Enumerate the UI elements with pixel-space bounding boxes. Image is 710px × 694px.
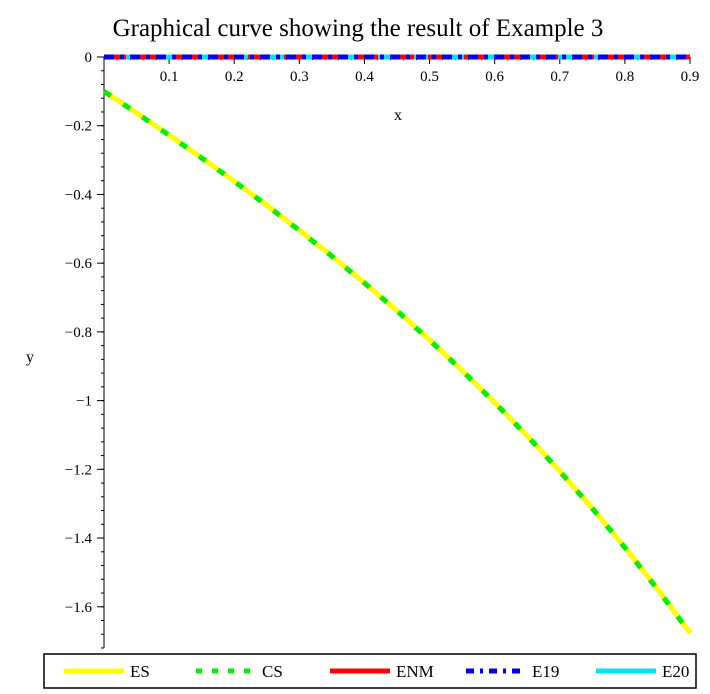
y-tick-label: −0.2 (65, 119, 92, 135)
y-tick-label: −0.4 (65, 187, 93, 203)
legend-label-e19: E19 (532, 662, 559, 681)
axes: 0.1 0.2 0.3 0.4 0.5 0.6 0.7 0.8 0.9 0 −0.2 −0.4 −0.6… (65, 50, 700, 649)
x-tick-label: 0.8 (616, 69, 635, 85)
x-tick-label: 0.1 (160, 69, 179, 85)
y-tick-label: −1.6 (65, 600, 93, 616)
y-tick-label: −1 (76, 394, 92, 410)
series-line-cs (102, 89, 693, 635)
legend-label-e20: E20 (662, 662, 689, 681)
x-tick-label: 0.9 (681, 69, 700, 85)
x-tick-label: 0.5 (420, 69, 439, 85)
y-tick-label: −0.8 (65, 325, 92, 341)
legend: ES CS ENM E19 E20 (43, 653, 697, 689)
x-tick-label: 0.4 (355, 69, 374, 85)
y-tick-label: −1.4 (65, 531, 93, 547)
y-tick-label: 0 (85, 50, 93, 66)
plot-series (102, 54, 693, 635)
legend-label-es: ES (130, 662, 150, 681)
x-tick-label: 0.6 (485, 69, 504, 85)
x-axis-label: x (394, 107, 402, 124)
x-tick-label: 0.3 (290, 69, 309, 85)
y-axis-label: y (26, 349, 34, 366)
legend-label-cs: CS (262, 662, 283, 681)
x-tick-label: 0.7 (550, 69, 569, 85)
x-tick-label: 0.2 (225, 69, 244, 85)
legend-label-enm: ENM (396, 662, 434, 681)
series-line-es (102, 89, 693, 635)
y-tick-label: −1.2 (65, 462, 92, 478)
y-tick-label: −0.6 (65, 256, 93, 272)
chart-title: Graphical curve showing the result of Ex… (113, 15, 604, 42)
